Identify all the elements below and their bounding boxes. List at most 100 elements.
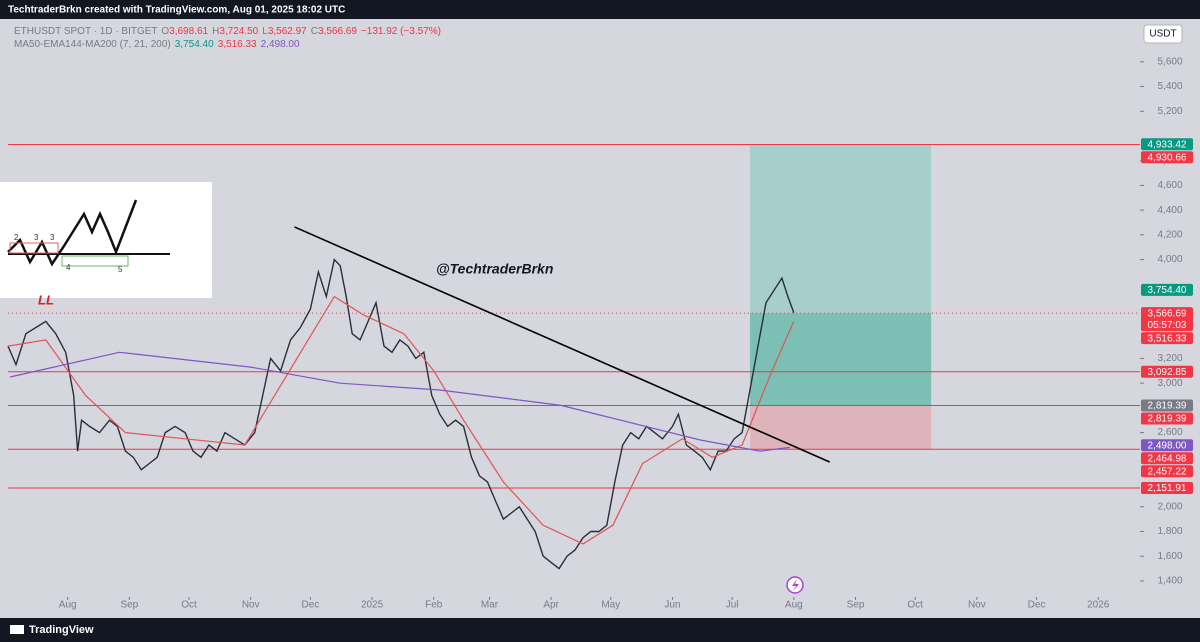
price-badge (1141, 365, 1193, 378)
symbol: ETHUSDT SPOT · 1D · BITGET (14, 26, 157, 37)
inset-label: 3 (50, 233, 55, 242)
series-line (9, 351, 790, 452)
ohlc-value: 3,698.61 (169, 26, 208, 37)
y-tick-label: 5,600 (1157, 56, 1182, 67)
ohlc-key: C (311, 26, 318, 37)
inset-label: 5 (118, 265, 123, 274)
price-badge (1141, 412, 1193, 425)
x-tick-label: Oct (907, 600, 923, 611)
price-badge-label: 2,464.98 (1148, 453, 1187, 464)
price-badge (1141, 465, 1193, 478)
price-badge-label: 3,092.85 (1148, 367, 1187, 378)
price-badge (1141, 332, 1193, 345)
x-tick-label: Apr (543, 600, 559, 611)
x-tick-label: Dec (1028, 600, 1046, 611)
price-badge-label: 3,516.33 (1148, 333, 1187, 344)
header-bar (0, 0, 1200, 19)
currency[interactable]: USDT (1149, 29, 1176, 40)
price-badge-label: 2,151.91 (1148, 483, 1187, 494)
y-tick-label: 3,200 (1157, 353, 1182, 364)
ohlc-value: 3,566.69 (318, 26, 357, 37)
annotation: LL (38, 292, 54, 307)
x-tick-label: Feb (425, 600, 443, 611)
price-badge-label: 2,498.00 (1148, 440, 1187, 451)
x-tick-label: Jul (726, 600, 739, 611)
x-tick-label: Aug (59, 600, 77, 611)
footer-bar (0, 618, 1200, 642)
price-badge-label: 4,930.66 (1148, 152, 1187, 163)
inset-box (61, 255, 129, 267)
y-tick-label: 4,200 (1157, 229, 1182, 240)
price-badge-label: 3,754.40 (1148, 285, 1187, 296)
y-tick-label: 4,600 (1157, 180, 1182, 191)
ohlc-key: L (262, 26, 268, 37)
inset-pattern (7, 199, 138, 267)
price-badge-label: 2,819.39 (1148, 401, 1187, 412)
credit: TechtraderBrkn created with TradingView.… (8, 5, 345, 16)
ohlc-key: H (212, 26, 219, 37)
change: −131.92 (−3.57%) (361, 26, 441, 37)
inset-box (9, 242, 59, 254)
event-icon-bolt (792, 579, 799, 591)
position-stop (750, 405, 932, 450)
series-line (7, 258, 795, 570)
price-badge-label: 2,457.22 (1148, 466, 1187, 477)
x-tick-label: Mar (481, 600, 499, 611)
y-tick-label: 3,000 (1157, 378, 1182, 389)
inset-label: 2 (14, 233, 19, 242)
y-tick-label: 5,200 (1157, 106, 1182, 117)
price-badge (1141, 439, 1193, 452)
logo (10, 625, 24, 634)
inset-labels: 2 3 3 4 5 (14, 233, 123, 274)
watermark: @TechtraderBrkn (436, 261, 553, 277)
currency-button[interactable] (1143, 24, 1183, 44)
ohlc-key: O (161, 26, 169, 37)
legend-line: MA50-EMA144-MA200 (7, 21, 200) 3,754.40 3,… (14, 39, 300, 50)
price-badge (1141, 452, 1193, 465)
y-tick-label: 4,000 (1157, 254, 1182, 265)
indicator-value: 3,754.40 (175, 39, 214, 50)
indicator: MA50-EMA144-MA200 (7, 21, 200) (14, 39, 171, 50)
indicator-value: 2,498.00 (261, 39, 300, 50)
y-tick-label: 1,600 (1157, 551, 1182, 562)
y-tick-label: 5,400 (1157, 81, 1182, 92)
price-badge-label: 4,933.42 (1148, 139, 1187, 150)
x-tick-label: Oct (181, 600, 197, 611)
price-badge (1141, 151, 1193, 164)
y-tick-label: 2,600 (1157, 427, 1182, 438)
ohlc-value: 3,724.50 (219, 26, 258, 37)
x-tick-label: Aug (785, 600, 803, 611)
indicator-value: 3,516.33 (218, 39, 257, 50)
price-badge (1141, 138, 1193, 151)
price-badge (1141, 399, 1193, 412)
x-tick-label: May (601, 600, 620, 611)
y-tick-label: 2,000 (1157, 501, 1182, 512)
price-badge (1141, 283, 1193, 296)
position-progress (750, 313, 932, 406)
x-tick-label: 2025 (361, 600, 384, 611)
inset-label: 4 (66, 263, 71, 272)
x-tick-label: Sep (120, 600, 138, 611)
ohlc-value: 3,562.97 (268, 26, 307, 37)
legend-line: ETHUSDT SPOT · 1D · BITGET O3,698.61 H3,72… (14, 26, 441, 37)
y-tick-label: 1,400 (1157, 576, 1182, 587)
price-badge-label: 2,819.39 (1148, 414, 1187, 425)
inset (0, 182, 212, 298)
x-tick-label: Nov (968, 600, 986, 611)
price-badge (1141, 481, 1193, 494)
plot: 1,400 1,600 1,800 2,000 2,600 3,000 3,200 4,000… (7, 56, 1193, 611)
countdown: 05:57:03 (1148, 320, 1187, 331)
y-tick-label: 4,400 (1157, 205, 1182, 216)
price-badge (1141, 307, 1193, 332)
x-tick-label: Jun (664, 600, 680, 611)
inset-label: 3 (34, 233, 39, 242)
x-tick-label: Nov (242, 600, 260, 611)
y-tick-label: 1,800 (1157, 526, 1182, 537)
trendline (294, 226, 830, 463)
series-line (7, 295, 795, 545)
price-badge-label: 3,566.69 (1148, 308, 1187, 319)
x-tick-label: Dec (301, 600, 319, 611)
